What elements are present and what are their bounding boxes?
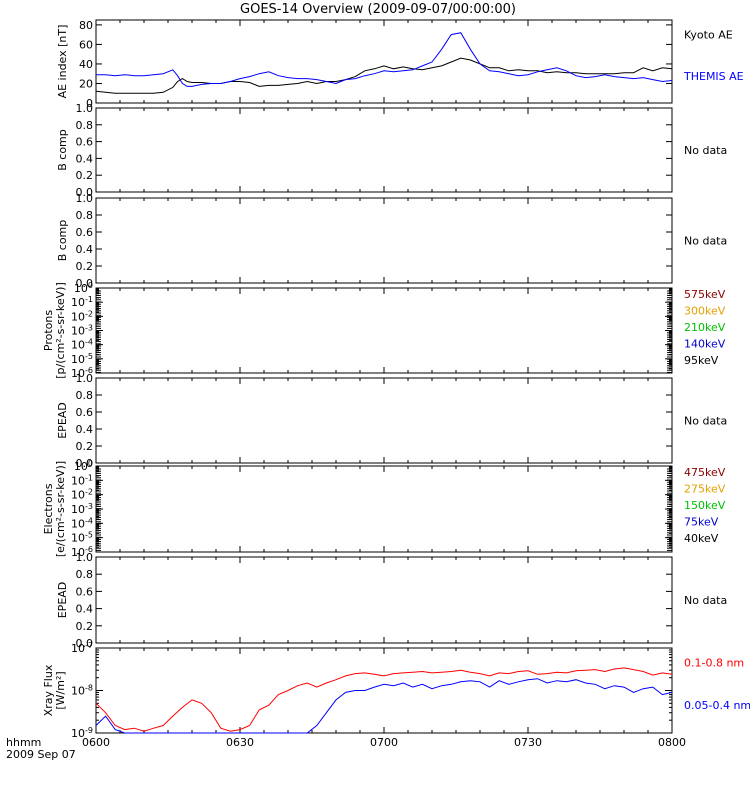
legend-entry: 140keV	[684, 338, 726, 351]
y-tick-label: 10-3	[71, 502, 93, 516]
y-tick-label: 0.4	[76, 152, 94, 165]
legend-entry: 275keV	[684, 483, 726, 496]
y-tick-label: 80	[79, 19, 93, 32]
legend-entry: 475keV	[684, 466, 726, 479]
legend-entry: THEMIS AE	[683, 70, 744, 83]
y-tick-label: 0.6	[76, 585, 94, 598]
y-tick-label: 0.2	[76, 260, 94, 273]
y-tick-label: 0.6	[76, 136, 94, 149]
time-axis: 0600 0630 0700 0730 0800 hhmm 2009 Sep 0…	[6, 736, 686, 761]
y-axis-unit-label: [p/(cm²-s-sr-keV)]	[54, 282, 67, 379]
y-axis-unit-label: [W/m²]	[54, 671, 67, 709]
y-axis-label: Protons	[42, 310, 55, 351]
series-line-0.05-0.4 nm	[95, 678, 673, 734]
y-tick-label: 10-2	[71, 488, 93, 502]
time-tick-label: 0700	[370, 736, 398, 749]
y-tick-label: 10-5	[71, 531, 93, 545]
time-tick-label: 0630	[226, 736, 254, 749]
panel-frame-xray	[95, 647, 673, 734]
y-tick-label: 10-1	[71, 295, 93, 309]
y-tick-label: 0.8	[76, 119, 94, 132]
y-tick-label: 0.6	[76, 406, 94, 419]
y-tick-label: 20	[79, 77, 93, 90]
no-data-label: No data	[684, 235, 727, 248]
legend-entry: 575keV	[684, 288, 726, 301]
no-data-label: No data	[684, 594, 727, 607]
y-tick-label: 0.0	[76, 457, 94, 470]
y-tick-label: 0.8	[76, 209, 94, 222]
y-tick-label: 100	[74, 281, 93, 295]
legend-entry: 0.1-0.8 nm	[684, 657, 744, 670]
series-line-Kyoto AE	[95, 57, 673, 94]
y-axis-label: B comp	[56, 129, 69, 171]
y-tick-label: 0.8	[76, 389, 94, 402]
y-tick-label: 10-3	[71, 324, 93, 338]
y-tick-label: 0.2	[76, 169, 94, 182]
y-tick-label: 10-6	[71, 545, 93, 559]
legend-entry: 210keV	[684, 321, 726, 334]
y-axis-label: Xray Flux	[42, 664, 55, 716]
no-data-label: No data	[684, 415, 727, 428]
y-tick-label: 10-7	[71, 641, 93, 655]
y-tick-label: 60	[79, 38, 93, 51]
y-tick-label: 0	[86, 97, 93, 110]
y-tick-label: 0.2	[76, 620, 94, 633]
legend-entry: 300keV	[684, 305, 726, 318]
y-tick-label: 1.0	[76, 372, 94, 385]
legend-entry: Kyoto AE	[684, 28, 733, 41]
y-tick-label: 1.0	[76, 551, 94, 564]
panel-frame-epead2	[95, 556, 673, 644]
time-tick-label: 0800	[658, 736, 686, 749]
y-tick-label: 100	[74, 459, 93, 473]
legend-entry: 75keV	[684, 516, 719, 529]
y-tick-label: 0.0	[76, 637, 94, 650]
y-tick-label: 1.0	[76, 102, 94, 115]
y-tick-label: 0.0	[76, 277, 94, 290]
legend-entry: 40keV	[684, 532, 719, 545]
y-axis-unit-label: [e/(cm²-s-sr-keV)]	[54, 461, 67, 557]
y-tick-label: 10-2	[71, 309, 93, 323]
y-tick-label: 10-6	[71, 366, 93, 380]
y-tick-label: 0.4	[76, 423, 94, 436]
time-tick-label: 0600	[82, 736, 110, 749]
legend-entry: 95keV	[684, 354, 719, 367]
y-tick-label: 40	[79, 58, 93, 71]
panel-frame-electrons	[95, 465, 673, 553]
y-tick-label: 0.0	[76, 186, 94, 199]
legend-entry: 150keV	[684, 499, 726, 512]
y-tick-label: 0.6	[76, 226, 94, 239]
time-tick-label: 0730	[514, 736, 542, 749]
y-tick-label: 10-4	[71, 338, 93, 352]
y-axis-label: AE index [nT]	[56, 25, 69, 99]
y-axis-label: Electrons	[42, 483, 55, 534]
time-format-label: hhmm	[6, 736, 41, 749]
y-tick-label: 10-4	[71, 516, 93, 530]
y-tick-label: 0.4	[76, 603, 94, 616]
series-line-0.1-0.8 nm	[95, 667, 673, 732]
panels: 0 20 40 60 80 AE index [nT] Kyoto AE THEMIS AE 0…	[42, 19, 750, 740]
plot-title: GOES-14 Overview (2009-09-07/00:00:00)	[240, 2, 516, 17]
y-tick-label: 0.8	[76, 568, 94, 581]
panel-frame-ae	[95, 19, 673, 104]
y-tick-label: 0.2	[76, 440, 94, 453]
series-line-THEMIS AE	[96, 32, 673, 87]
y-tick-label: 1.0	[76, 192, 94, 205]
date-label: 2009 Sep 07	[6, 748, 76, 761]
y-tick-label: 10-8	[71, 684, 93, 698]
panel-frame-bcomp1	[95, 107, 673, 193]
y-axis-label: EPEAD	[56, 402, 69, 439]
y-tick-label: 10-1	[71, 473, 93, 487]
no-data-label: No data	[684, 144, 727, 157]
panel-frame-protons	[95, 287, 673, 374]
y-axis-label: B comp	[56, 220, 69, 262]
y-tick-label: 0.4	[76, 243, 94, 256]
panel-frame-epead1	[95, 377, 673, 464]
y-tick-label: 10-5	[71, 352, 93, 366]
y-axis-label: EPEAD	[56, 582, 69, 619]
legend-entry: 0.05-0.4 nm	[684, 699, 750, 712]
y-tick-label: 10-9	[71, 726, 93, 740]
panel-frame-bcomp2	[95, 197, 673, 284]
